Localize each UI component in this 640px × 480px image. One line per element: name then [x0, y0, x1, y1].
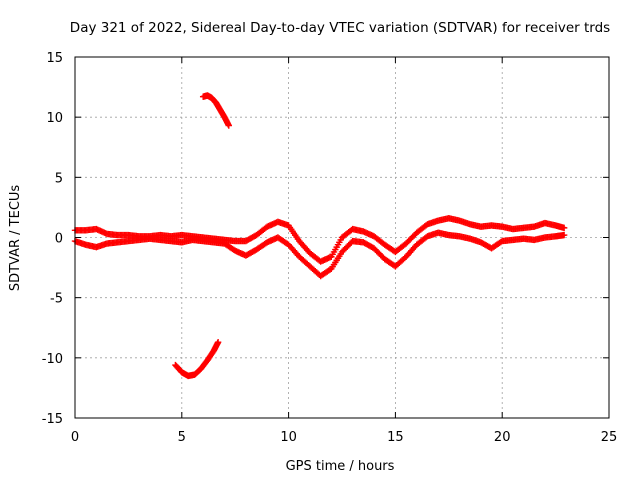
y-tick-label: 10	[46, 111, 63, 126]
main-band-upper-point	[560, 224, 568, 232]
y-tick-label: -10	[42, 352, 63, 367]
x-tick-label: 5	[178, 430, 186, 445]
y-tick-label: 0	[55, 232, 63, 247]
main-band-lower-point	[560, 231, 568, 239]
x-tick-label: 0	[71, 430, 79, 445]
y-tick-label: 15	[46, 51, 63, 66]
x-tick-label: 25	[601, 430, 618, 445]
plot-frame	[74, 56, 610, 419]
lower-arc-point	[214, 338, 222, 346]
x-tick-label: 10	[280, 430, 297, 445]
y-axis-label: SDTVAR / TECUs	[8, 185, 23, 292]
upper-arc-point	[225, 122, 232, 129]
x-axis-label: GPS time / hours	[286, 459, 395, 474]
x-tick-label: 20	[494, 430, 511, 445]
y-tick-label: -15	[42, 412, 63, 427]
y-tick-label: 5	[55, 171, 63, 186]
chart-title: Day 321 of 2022, Sidereal Day-to-day VTE…	[70, 20, 610, 36]
x-tick-label: 15	[387, 430, 404, 445]
y-tick-label: -5	[50, 292, 63, 307]
axis-ticks: 0 5 10 15 20 25 -15 -10 -5 0 5 10 15	[42, 51, 618, 445]
data-points	[71, 92, 568, 380]
